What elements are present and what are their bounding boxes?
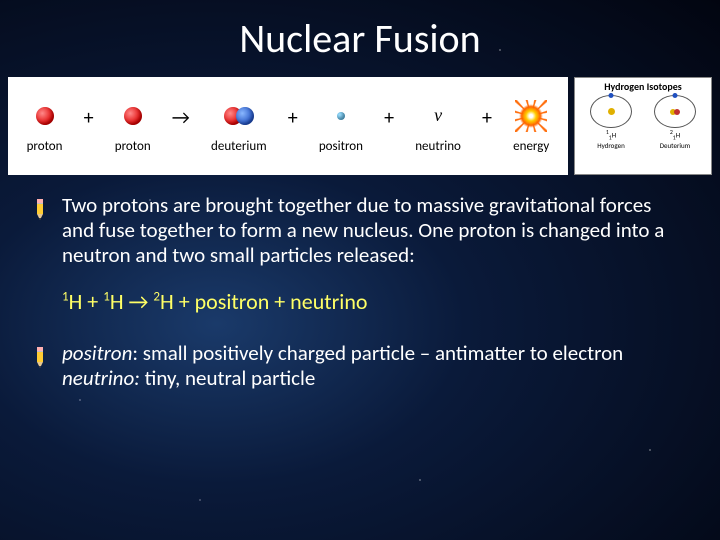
arrow-icon: → [172, 106, 190, 146]
slide-body: Two protons are brought together due to … [0, 175, 720, 391]
definitions-block: positron: small positively charged parti… [62, 341, 684, 391]
proton-icon [124, 107, 142, 125]
term-proton-2: proton [115, 99, 151, 154]
hydrogen-isotopes-inset: Hydrogen Isotopes 11HHydrogen 21HDeuteri… [574, 77, 712, 175]
energy-burst-icon [519, 104, 543, 128]
neutrino-definition: tiny, neutral particle [140, 365, 315, 391]
plus-icon: + [288, 106, 298, 146]
plus-icon: + [482, 106, 492, 146]
label-positron: positron [319, 139, 363, 154]
fusion-diagram-bar: proton + proton → deuterium + positron +… [8, 77, 712, 175]
isotope-title: Hydrogen Isotopes [604, 80, 682, 93]
positron-icon [337, 112, 345, 120]
pencil-bullet-icon [28, 345, 52, 369]
intro-paragraph: Two protons are brought together due to … [62, 193, 684, 267]
nu-icon: ν [434, 105, 442, 126]
positron-definition: : small positively charged particle – an… [132, 340, 623, 366]
label-energy: energy [513, 139, 549, 154]
label-proton: proton [27, 139, 63, 154]
term-energy: energy [513, 99, 549, 154]
plus-icon: + [84, 106, 94, 146]
positron-term: positron [62, 340, 132, 366]
atom-hydrogen: 11HHydrogen [582, 95, 640, 149]
term-positron: positron [319, 99, 363, 154]
neutrino-term: neutrino: [62, 365, 140, 391]
plus-icon: + [384, 106, 394, 146]
fusion-reaction-diagram: proton + proton → deuterium + positron +… [8, 77, 568, 175]
label-deuterium: deuterium [211, 139, 267, 154]
atom-deuterium: 21HDeuterium [646, 95, 704, 149]
term-deuterium: deuterium [211, 99, 267, 154]
label-proton: proton [115, 139, 151, 154]
term-proton-1: proton [27, 99, 63, 154]
fusion-equation-text: 1H + 1H → 2H + positron + neutrino [62, 289, 684, 315]
label-neutrino: neutrino [415, 139, 461, 154]
paragraph-text: Two protons are brought together due to … [62, 192, 664, 268]
slide-title: Nuclear Fusion [0, 0, 720, 63]
term-neutrino: ν neutrino [415, 99, 461, 154]
proton-icon [36, 107, 54, 125]
pencil-bullet-icon [28, 197, 52, 221]
deuterium-icon [227, 107, 251, 125]
